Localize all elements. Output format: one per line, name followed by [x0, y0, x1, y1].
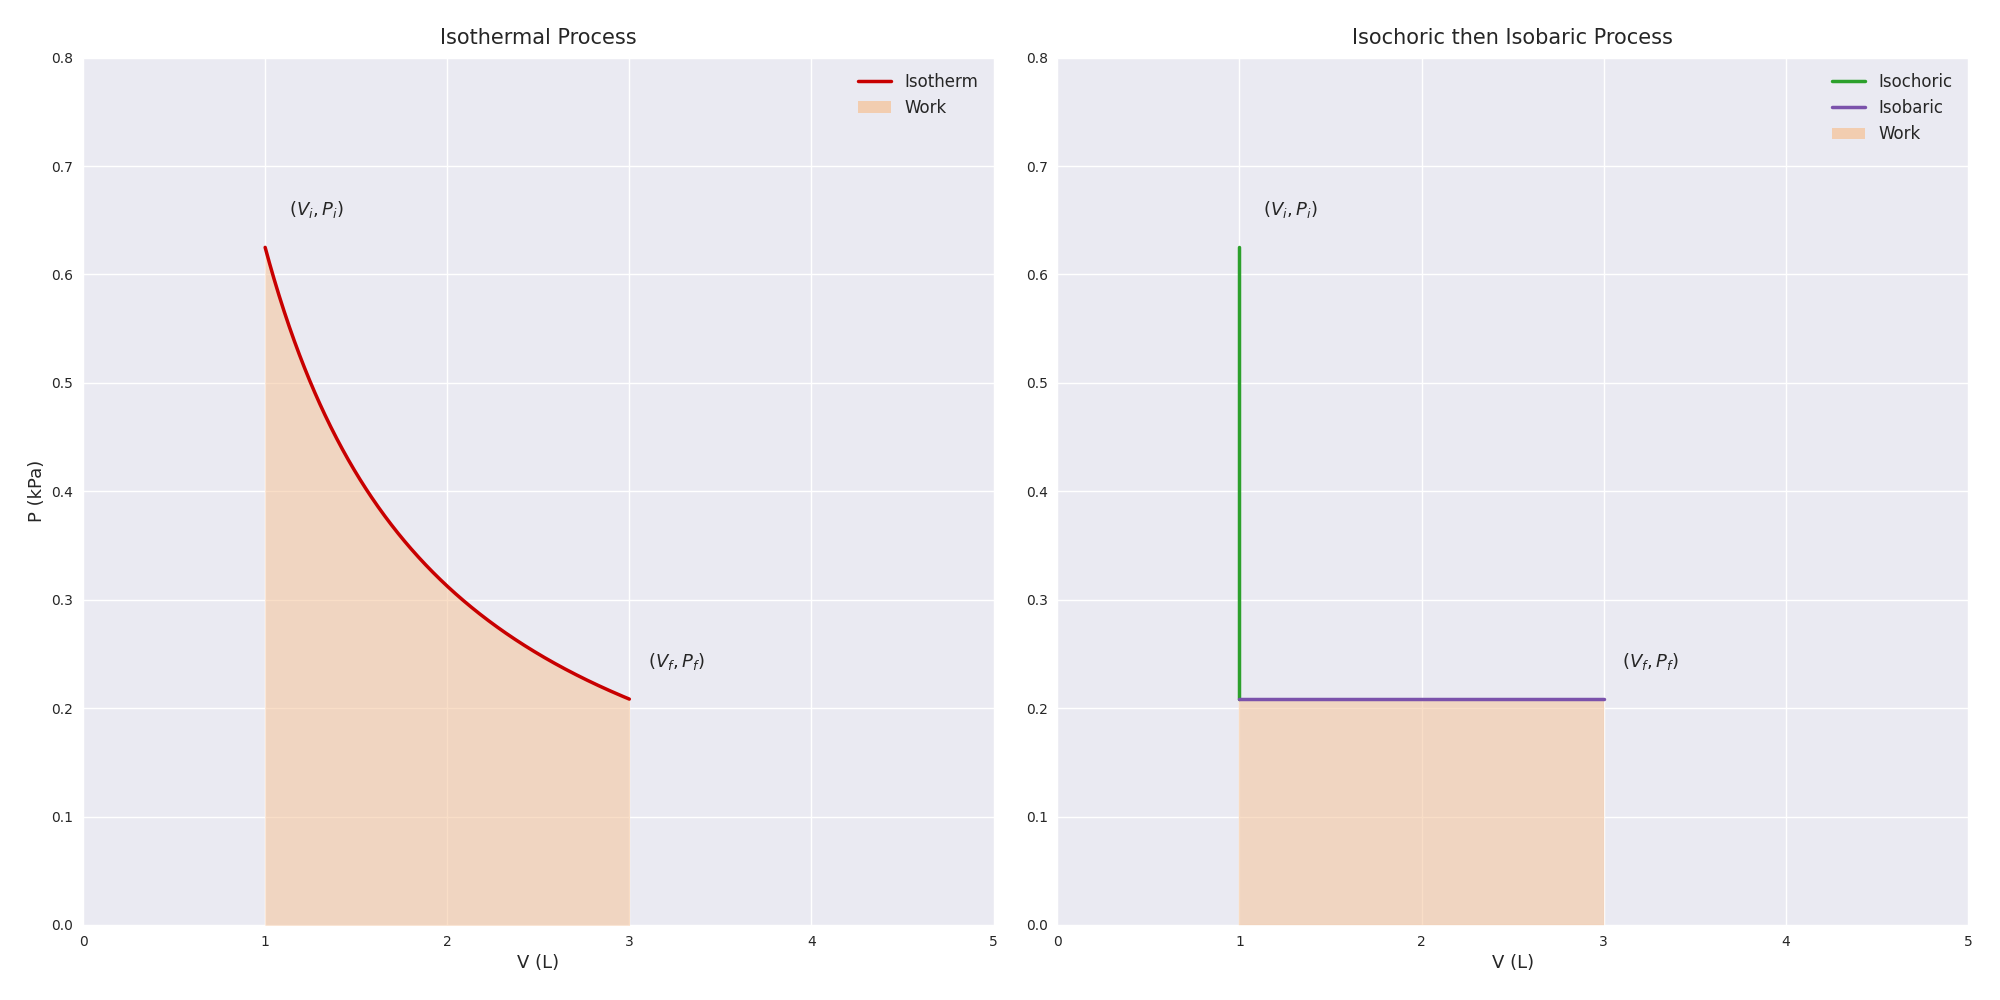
Legend: Isochoric, Isobaric, Work: Isochoric, Isobaric, Work [1826, 66, 1960, 150]
Text: $(V_i, P_i)$: $(V_i, P_i)$ [1264, 199, 1318, 220]
Text: $(V_f, P_f)$: $(V_f, P_f)$ [1622, 651, 1678, 672]
X-axis label: V (L): V (L) [1492, 954, 1534, 972]
Text: $(V_f, P_f)$: $(V_f, P_f)$ [648, 651, 704, 672]
Legend: Isotherm, Work: Isotherm, Work [852, 66, 986, 124]
Y-axis label: P (kPa): P (kPa) [28, 460, 46, 522]
Title: Isothermal Process: Isothermal Process [440, 28, 636, 48]
Text: $(V_i, P_i)$: $(V_i, P_i)$ [288, 199, 344, 220]
Title: Isochoric then Isobaric Process: Isochoric then Isobaric Process [1352, 28, 1674, 48]
X-axis label: V (L): V (L) [518, 954, 560, 972]
